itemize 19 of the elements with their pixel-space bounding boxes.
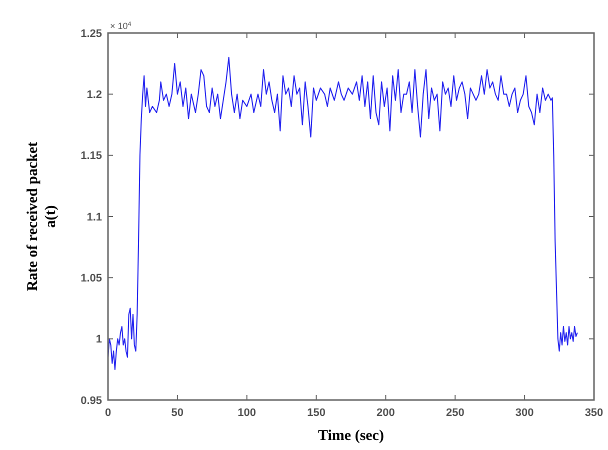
x-tick-label: 300 [515, 407, 534, 419]
y-tick-label: 1 [96, 334, 102, 346]
x-tick-label: 150 [307, 407, 326, 419]
x-tick-label: 350 [584, 407, 604, 419]
y-tick-label: 1.1 [86, 211, 102, 224]
y-tick-label: 1.15 [80, 150, 102, 162]
y-tick-label: 1.25 [80, 28, 102, 40]
x-tick-label: 100 [238, 407, 256, 419]
line-series [108, 56, 578, 370]
x-tick-label: 50 [171, 407, 184, 419]
text: × 10$^{4}$ [110, 20, 132, 31]
y-axis-title: Rate of received packet a(t) [25, 142, 59, 292]
y-tick-label: 1.2 [86, 89, 102, 102]
y-tick-label: 0.95 [80, 394, 102, 407]
y-tick-label: 1.05 [80, 272, 102, 285]
x-axis-title: Time (sec) [318, 428, 384, 444]
x-tick-label: 200 [376, 407, 395, 419]
x-tick-label: 250 [446, 407, 464, 419]
x-tick-label: 0 [104, 407, 112, 419]
